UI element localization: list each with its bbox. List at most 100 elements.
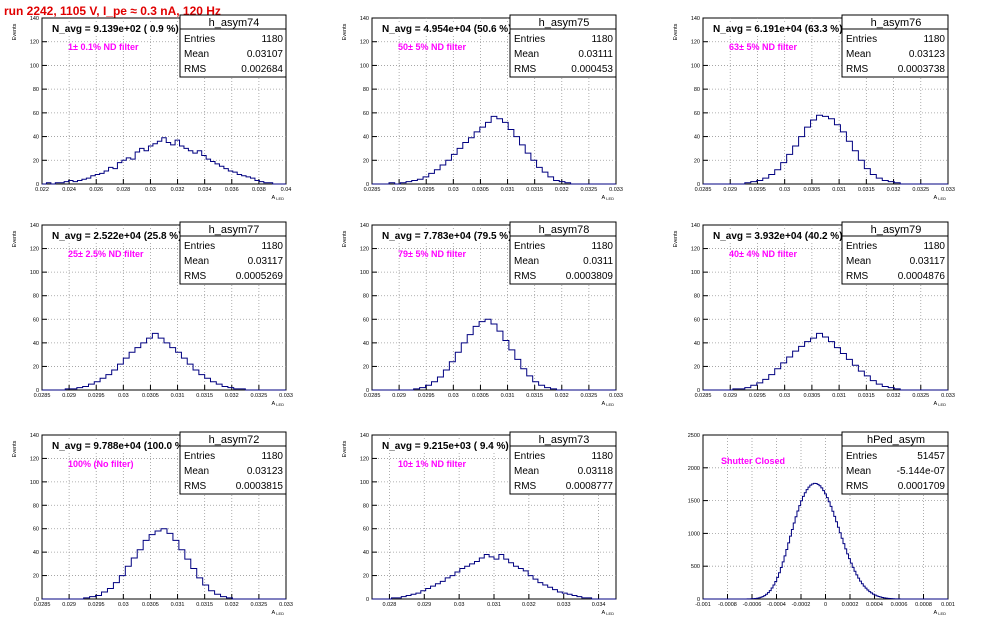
stats-value-entries: 51457 (917, 451, 945, 462)
stats-title: h_asym75 (539, 17, 590, 29)
x-tick-label: 0.032 (555, 187, 569, 193)
stats-value-rms: 0.000453 (571, 64, 613, 75)
y-tick-label: 0 (697, 182, 700, 188)
x-tick-label: 0.0285 (695, 393, 712, 399)
y-tick-label: 2000 (688, 466, 700, 472)
stats-title: hPed_asym (867, 434, 925, 446)
y-tick-label: 140 (30, 223, 39, 229)
y-tick-label: 100 (360, 480, 369, 486)
histogram-panel-h_asym75: 0.0285 0.029 0.0295 0.03 0.0305 0.031 0.0315 0.… (342, 14, 623, 201)
y-tick-label: 1000 (688, 531, 700, 537)
histogram-line (372, 553, 616, 600)
x-tick-label: 0.0295 (418, 393, 435, 399)
y-tick-label: 100 (30, 63, 39, 69)
stats-label-rms: RMS (846, 271, 869, 282)
navg-bg (43, 439, 221, 451)
x-tick-label: 0.0295 (418, 187, 435, 193)
y-tick-label: 60 (363, 527, 369, 533)
stats-value-rms: 0.0004876 (898, 271, 946, 282)
x-tick-label: 0.0325 (580, 187, 597, 193)
x-tick-label: 0.033 (279, 393, 293, 399)
x-tick-label: 0.034 (198, 187, 212, 193)
y-tick-label: 100 (691, 270, 700, 276)
stats-value-mean: 0.03118 (578, 466, 614, 477)
x-tick-label: 0.0285 (364, 393, 381, 399)
histogram-line (372, 318, 616, 391)
stats-box (179, 431, 287, 495)
x-tick-label: 0.032 (555, 393, 569, 399)
x-axis-label-main: A (602, 401, 606, 407)
y-tick-label: 60 (33, 317, 39, 323)
x-tick-label: -0.0004 (767, 602, 786, 608)
filter-annotation: 63± 5% ND filter (729, 42, 797, 52)
x-tick-label: 0.031 (832, 393, 846, 399)
x-tick-label: 0.0315 (526, 393, 543, 399)
stats-value-rms: 0.0005269 (236, 271, 284, 282)
x-tick-label: -0.0008 (718, 602, 737, 608)
y-axis-label: Events (342, 440, 348, 457)
y-tick-label: 100 (360, 270, 369, 276)
y-axis-label: Events (342, 23, 348, 40)
x-axis-label: ALED (934, 195, 947, 201)
y-axis-label: Events (12, 230, 18, 247)
x-axis-label-sub: LED (938, 402, 946, 407)
y-tick-label: 0 (36, 597, 39, 603)
y-tick-label: 120 (30, 456, 39, 462)
y-tick-label: 140 (360, 433, 369, 439)
stats-label-entries: Entries (846, 34, 877, 45)
stats-label-mean: Mean (514, 466, 539, 477)
stats-value-rms: 0.0003809 (566, 271, 614, 282)
y-tick-label: 0 (366, 182, 369, 188)
stats-box (509, 14, 617, 78)
stats-value-entries: 1180 (923, 34, 945, 45)
x-tick-label: 0.032 (225, 602, 239, 608)
stats-box (509, 431, 617, 495)
x-axis-label: ALED (934, 610, 947, 616)
stats-label-rms: RMS (514, 64, 537, 75)
stats-title: h_asym77 (209, 224, 260, 236)
x-tick-label: -0.0006 (743, 602, 762, 608)
x-axis-label-main: A (272, 610, 276, 616)
navg-label: N_avg = 9.215e+03 ( 9.4 %) (382, 441, 509, 452)
y-tick-label: 120 (691, 247, 700, 253)
x-tick-label: 0.03 (779, 187, 790, 193)
stats-value-entries: 1180 (591, 451, 613, 462)
x-axis-label-sub: LED (606, 402, 614, 407)
y-axis-label: Events (673, 23, 679, 40)
navg-label: N_avg = 2.522e+04 (25.8 %) (52, 231, 182, 242)
x-tick-label: 0.0285 (34, 393, 51, 399)
stats-label-entries: Entries (514, 451, 545, 462)
x-tick-label: 0.032 (522, 602, 536, 608)
x-tick-label: 0.0008 (915, 602, 932, 608)
stats-value-mean: 0.03117 (248, 256, 284, 267)
filter-annotation: 1± 0.1% ND filter (68, 42, 139, 52)
y-tick-label: 140 (691, 223, 700, 229)
y-tick-label: 1500 (688, 499, 700, 505)
x-tick-label: 0.029 (417, 602, 431, 608)
navg-bg (43, 22, 221, 34)
y-tick-label: 500 (691, 564, 700, 570)
x-tick-label: 0.029 (392, 187, 406, 193)
x-tick-label: 0.029 (723, 393, 737, 399)
navg-bg (373, 439, 551, 451)
y-tick-label: 20 (363, 364, 369, 370)
stats-box (841, 14, 949, 78)
x-tick-label: 0.0305 (142, 393, 159, 399)
x-tick-label: 0.036 (225, 187, 239, 193)
x-tick-label: 0.0315 (526, 187, 543, 193)
stats-label-entries: Entries (846, 241, 877, 252)
stats-label-entries: Entries (184, 34, 215, 45)
x-tick-label: 0.0305 (142, 602, 159, 608)
stats-box (179, 221, 287, 285)
y-tick-label: 80 (363, 87, 369, 93)
x-tick-label: 0.03 (118, 602, 129, 608)
stats-label-rms: RMS (846, 481, 869, 492)
y-tick-label: 120 (30, 247, 39, 253)
stats-value-entries: 1180 (261, 34, 283, 45)
y-tick-label: 40 (694, 341, 700, 347)
y-tick-label: 140 (360, 223, 369, 229)
y-tick-label: 120 (360, 456, 369, 462)
x-tick-label: 0.0004 (866, 602, 883, 608)
histogram-line (703, 114, 948, 185)
